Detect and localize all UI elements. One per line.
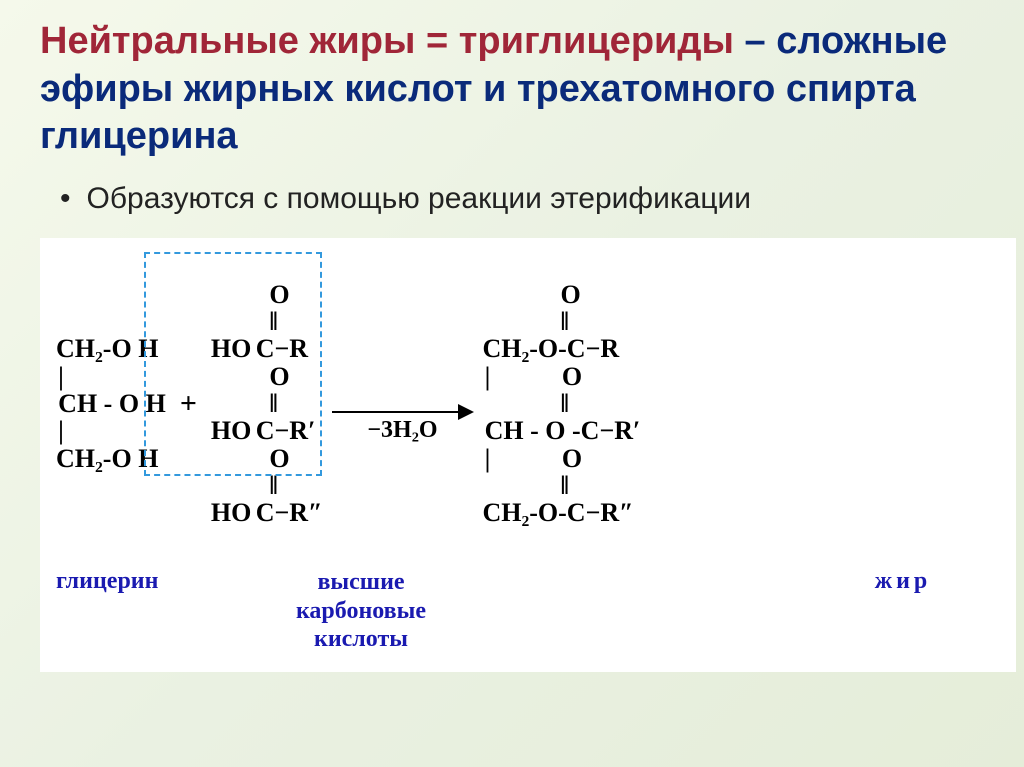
label-glycerol: глицерин [48, 568, 236, 654]
fat-bond2: | [485, 444, 491, 473]
gly-r3: CH₂-O [56, 444, 132, 473]
reaction-arrow [332, 411, 472, 413]
gly-bond2: | [58, 416, 64, 445]
label-acids-3: кислоты [314, 626, 408, 652]
fat-db1: ‖ [560, 307, 568, 336]
gly-r1h: H [138, 334, 158, 363]
fat-o1: O [560, 280, 580, 309]
gly-bond1: | [58, 362, 64, 391]
arrow-block: −3H₂O [322, 363, 482, 444]
fat-o3: O [562, 444, 582, 473]
fat-o2: O [562, 362, 582, 391]
label-fat: жир [818, 568, 1008, 654]
ac-db2: ‖ [269, 389, 277, 418]
label-spacer [486, 568, 818, 654]
slide: Нейтральные жиры = триглицериды – сложны… [0, 0, 1024, 767]
gly-r3h: H [138, 444, 158, 473]
ac-o3: O [269, 444, 289, 473]
ac1b: C−R [256, 334, 308, 363]
acids-structure: O ‖ HO C−R O ‖ HO C−R′ O ‖ HO C−R″ [211, 254, 323, 554]
fat-r2: CH - O -C−R′ [485, 416, 641, 445]
gly-r2: CH - O [58, 389, 139, 418]
plus-sign: + [166, 387, 211, 421]
ac3a: HO [211, 498, 251, 527]
reaction-row: CH₂-O H | CH - O H | CH₂-O H + O ‖ HO C−… [48, 254, 1008, 554]
fat-r3: CH₂-O-C−R″ [482, 498, 633, 527]
glycerol-structure: CH₂-O H | CH - O H | CH₂-O H [48, 308, 166, 499]
ac-o2: O [269, 362, 289, 391]
bullet-text: Образуются с помощью реакции этерификаци… [87, 179, 752, 218]
gly-r1: CH₂-O [56, 334, 132, 363]
arrow-sub: −3H₂O [367, 417, 437, 444]
bullet-row: • Образуются с помощью реакции этерифика… [60, 179, 984, 218]
ac-db1: ‖ [269, 307, 277, 336]
ac2b: C−R′ [256, 416, 316, 445]
ac-db3: ‖ [269, 471, 277, 500]
fat-db3: ‖ [560, 471, 568, 500]
ac2a: HO [211, 416, 251, 445]
ac1a: HO [211, 334, 251, 363]
label-acids-2: карбоновые [296, 598, 426, 624]
gly-r2h: H [146, 389, 166, 418]
labels-row: глицерин высшие карбоновые кислоты жир [48, 568, 1008, 654]
fat-db2: ‖ [560, 389, 568, 418]
fat-r1: CH₂-O-C−R [482, 334, 619, 363]
label-acids-1: высшие [317, 569, 404, 595]
reaction-diagram: CH₂-O H | CH - O H | CH₂-O H + O ‖ HO C−… [40, 238, 1016, 673]
title-red: Нейтральные жиры = триглицериды [40, 20, 734, 62]
ac-o1: O [269, 280, 289, 309]
label-acids: высшие карбоновые кислоты [236, 568, 486, 654]
bullet-marker: • [60, 179, 71, 218]
fat-bond1: | [485, 362, 491, 391]
ac3b: C−R″ [256, 498, 323, 527]
fat-structure: O ‖ CH₂-O-C−R | O ‖ CH - O -C−R′ | O ‖ C… [482, 254, 640, 554]
slide-title: Нейтральные жиры = триглицериды – сложны… [40, 18, 984, 161]
